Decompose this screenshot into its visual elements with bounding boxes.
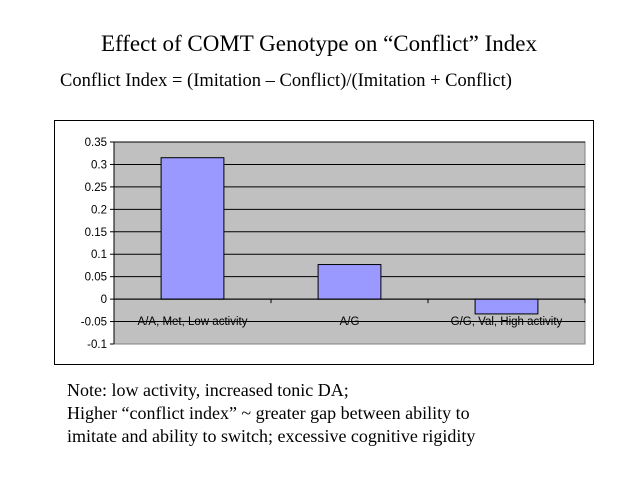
y-tick-label: 0.1 [91,249,107,261]
note-line-3: imitate and ability to switch; excessive… [67,426,476,446]
axis-labels: 0.35 0.3 0.25 0.2 0.15 0.1 0.05 0 -0.05 -0.1 A/A, … [81,137,563,351]
slide-title: Effect of COMT Genotype on “Conflict” In… [100,31,538,56]
bar-2 [317,264,382,300]
bar-1 [160,157,225,300]
conflict-index-formula: Conflict Index = (Imitation – Conflict)/… [60,71,512,91]
y-tick-label: 0.35 [85,137,107,149]
y-tick-label: 0.15 [85,227,107,239]
category-label: A/A, Met, Low activity [138,316,248,328]
category-label: G/G, Val, High activity [451,316,563,328]
y-tick-label: 0.2 [91,204,107,216]
bar-chart: 0.35 0.3 0.25 0.2 0.15 0.1 0.05 0 -0.05 -0.1 A/A, … [81,137,586,351]
axes [110,141,586,345]
y-tick-label: 0 [101,294,107,306]
bar-3 [474,298,539,315]
note-line-2: Higher “conflict index” ~ greater gap be… [67,403,470,423]
category-label: A/G [340,316,360,328]
y-tick-label: -0.05 [81,317,107,329]
note-line-1: Note: low activity, increased tonic DA; [67,380,349,400]
note: Note: low activity, increased tonic DA; … [67,379,627,448]
chart-container: 0.35 0.3 0.25 0.2 0.15 0.1 0.05 0 -0.05 -0.1 A/A, … [54,120,594,365]
y-tick-label: 0.25 [85,182,107,194]
y-tick-label: 0.05 [85,272,107,284]
y-tick-label: -0.1 [87,339,107,351]
y-tick-label: 0.3 [91,159,107,171]
